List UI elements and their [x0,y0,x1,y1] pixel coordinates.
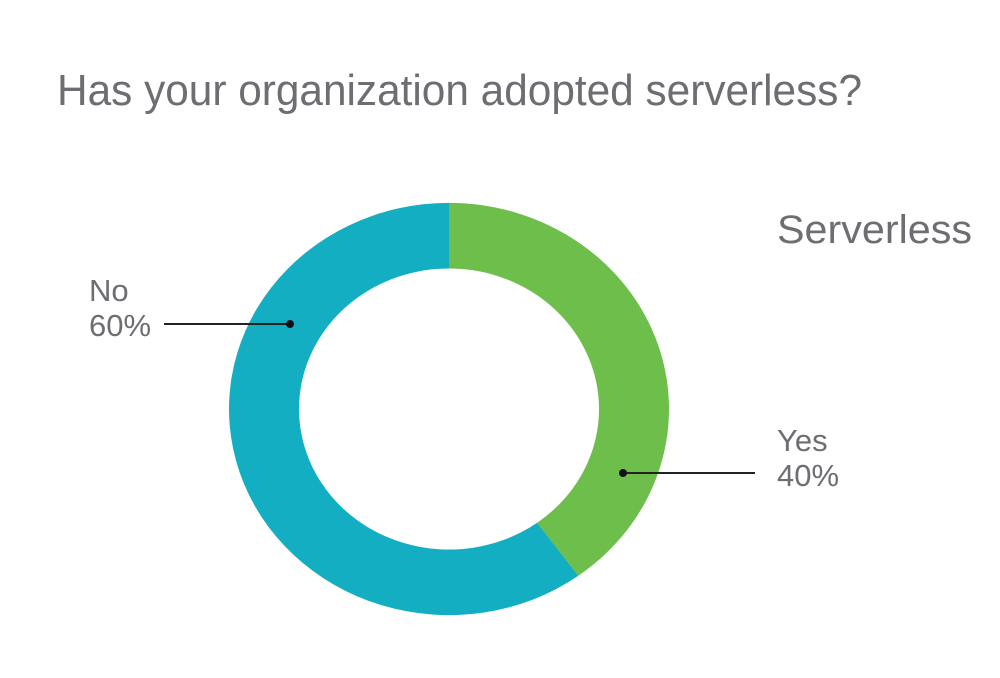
slice-value-no: 60% [89,308,151,343]
chart-title: Has your organization adopted serverless… [57,66,862,115]
slice-yes [449,202,669,576]
slice-label-yes: Yes [777,423,828,458]
callout-dot-yes [619,469,627,477]
callout-no: No 60% [89,273,294,343]
callout-yes: Yes 40% [619,423,839,493]
slice-label-no: No [89,273,129,308]
slice-no [228,202,579,616]
slice-value-yes: 40% [777,458,839,493]
legend-title: Serverless [777,208,972,252]
callout-dot-no [286,320,294,328]
donut-slices [228,202,669,616]
